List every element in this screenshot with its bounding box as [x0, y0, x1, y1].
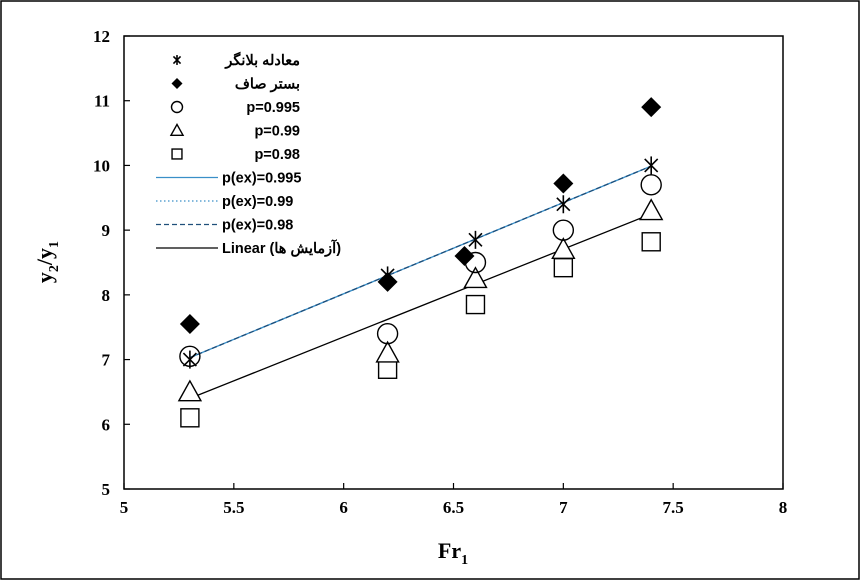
data-point	[377, 359, 398, 379]
marker-asterisk	[380, 266, 395, 285]
legend-label: p(ex)=0.995	[222, 171, 301, 187]
legend-label: p=0.99	[254, 124, 300, 140]
marker-diamond	[454, 246, 475, 267]
x-tick-label: 6.5	[443, 498, 464, 517]
data-point	[376, 322, 399, 345]
y-tick-label: 7	[102, 351, 111, 370]
y-axis-title: y2/y1	[32, 241, 62, 283]
data-point	[551, 237, 576, 260]
data-point	[552, 219, 575, 241]
legend-entry: بستر صاف	[171, 77, 300, 93]
y-tick-label: 12	[93, 27, 110, 46]
data-point	[454, 246, 475, 267]
marker-square	[171, 148, 183, 160]
x-tick-label: 5	[120, 498, 129, 517]
marker-circle	[552, 219, 575, 241]
marker-diamond	[171, 78, 183, 89]
data-point	[182, 350, 197, 369]
y-tick-label: 5	[102, 480, 111, 499]
marker-triangle	[177, 379, 203, 402]
marker-triangle	[463, 266, 488, 289]
marker-square	[180, 408, 200, 428]
y-tick-label: 6	[102, 415, 111, 434]
data-point	[556, 195, 571, 214]
marker-asterisk	[644, 156, 659, 175]
legend-label: p=0.98	[254, 147, 300, 163]
legend: معادله بلانگر بستر صاف p=0.995 p=0.99 p=0.98…	[156, 51, 341, 257]
marker-square	[465, 294, 486, 315]
data-point	[553, 173, 574, 194]
data-point	[639, 198, 664, 221]
marker-triangle	[169, 123, 185, 137]
data-point	[177, 379, 203, 402]
x-tick-label: 7.5	[663, 498, 684, 517]
data-point	[640, 174, 662, 196]
x-tick-label: 7	[559, 498, 568, 517]
legend-label: معادله بلانگر	[224, 51, 300, 69]
marker-triangle	[375, 340, 400, 363]
legend-entry: p(ex)=0.99	[156, 194, 293, 210]
legend-entry: p(ex)=0.995	[156, 171, 301, 187]
legend-entry: Linear (آزمایش ها)	[156, 238, 341, 257]
data-point	[180, 408, 200, 428]
data-point	[465, 294, 486, 315]
marker-asterisk	[182, 350, 197, 369]
legend-entry: p=0.995	[170, 100, 300, 116]
data-point	[463, 266, 488, 289]
marker-square	[641, 232, 661, 252]
legend-label: p=0.995	[246, 100, 300, 116]
data-point	[375, 340, 400, 363]
x-axis-title-sub: 1	[461, 553, 468, 568]
data-point	[553, 257, 574, 278]
legend-label: بستر صاف	[235, 77, 300, 93]
data-point	[641, 97, 662, 118]
x-tick-label: 5.5	[223, 498, 244, 517]
marker-circle	[376, 322, 399, 345]
data-point	[179, 313, 200, 334]
y-tick-label: 8	[102, 286, 111, 305]
marker-asterisk	[172, 55, 182, 65]
legend-entry: معادله بلانگر	[172, 51, 300, 69]
marker-asterisk	[556, 195, 571, 214]
legend-entry: p=0.98	[171, 147, 300, 163]
marker-asterisk	[468, 230, 483, 249]
y-tick-label: 10	[93, 156, 110, 175]
data-point	[468, 230, 483, 249]
marker-circle	[640, 174, 662, 196]
marker-circle	[170, 100, 184, 114]
legend-entry: p=0.99	[169, 123, 300, 140]
marker-diamond	[553, 173, 574, 194]
marker-square	[553, 257, 574, 278]
marker-diamond	[641, 97, 662, 118]
marker-triangle	[639, 198, 664, 221]
x-axis: 5 5.5 6 6.5 7 7.5 8	[120, 483, 788, 517]
legend-label: p(ex)=0.98	[222, 218, 293, 234]
legend-entry: p(ex)=0.98	[156, 218, 293, 234]
y-axis: 5 6 7 8 9 10 11 12	[93, 27, 130, 499]
x-tick-label: 8	[779, 498, 788, 517]
trend-line	[189, 165, 652, 359]
y-tick-label: 9	[102, 221, 111, 240]
legend-label: p(ex)=0.99	[222, 194, 293, 210]
marker-square	[377, 359, 398, 379]
x-tick-label: 6	[339, 498, 348, 517]
marker-diamond	[179, 313, 200, 334]
data-points	[177, 97, 664, 428]
data-point	[380, 266, 395, 285]
legend-label: Linear (آزمایش ها)	[222, 238, 341, 257]
marker-triangle	[551, 237, 576, 260]
trend-line	[189, 213, 652, 400]
data-point	[641, 232, 661, 252]
x-axis-title: Fr1	[438, 538, 468, 568]
trend-lines	[189, 165, 652, 400]
data-point	[644, 156, 659, 175]
y-tick-label: 11	[94, 92, 110, 111]
